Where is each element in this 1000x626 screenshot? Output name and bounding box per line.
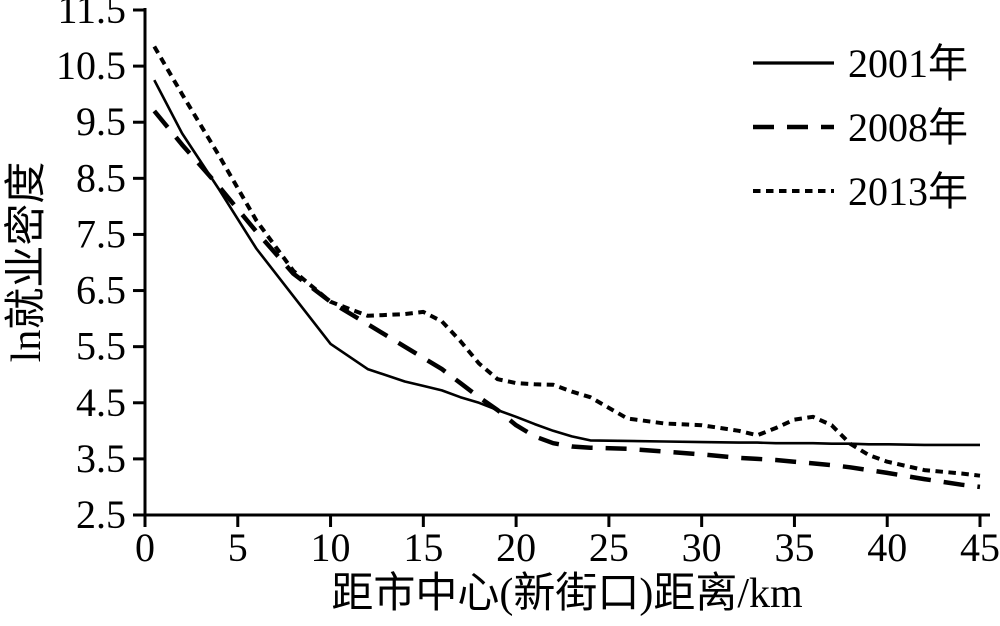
y-tick-label: 4.5 [76, 380, 126, 425]
legend: 2001年 2008年 2013年 [753, 41, 968, 214]
series-line-2013 [152, 45, 981, 478]
x-tick-label: 40 [867, 525, 907, 570]
series-layer [152, 45, 981, 490]
x-tick-label: 5 [228, 525, 248, 570]
series-line-2008 [152, 109, 981, 490]
x-tick-label: 35 [774, 525, 814, 570]
x-tick-label: 20 [496, 525, 536, 570]
y-tick-label: 10.5 [56, 43, 126, 88]
legend-label: 2008年 [848, 105, 968, 150]
legend-label: 2001年 [848, 41, 968, 86]
x-tick-label: 10 [311, 525, 351, 570]
x-tick-label: 15 [403, 525, 443, 570]
x-tick-label: 45 [960, 525, 1000, 570]
y-tick-label: 8.5 [76, 155, 126, 200]
y-tick-label: 9.5 [76, 99, 126, 144]
y-tick-label: 3.5 [76, 436, 126, 481]
legend-item-2008: 2008年 [753, 105, 968, 150]
y-tick-label: 5.5 [76, 324, 126, 369]
y-tick-label: 11.5 [57, 0, 126, 32]
y-tick-label: 7.5 [76, 211, 126, 256]
legend-item-2013: 2013年 [753, 169, 968, 214]
x-axis-title: 距市中心(新街口)距离/km [331, 570, 803, 617]
series-line-2001 [153, 79, 980, 447]
legend-label: 2013年 [848, 169, 968, 214]
y-axis-title: ln就业密度 [3, 162, 50, 363]
y-tick-label: 2.5 [76, 492, 126, 537]
y-tick-label: 6.5 [76, 268, 126, 313]
x-tick-label: 30 [682, 525, 722, 570]
x-tick-label: 0 [135, 525, 155, 570]
legend-item-2001: 2001年 [753, 41, 968, 86]
x-tick-label: 25 [589, 525, 629, 570]
axis-layer: 2.5 3.5 4.5 5.5 6.5 7.5 8.5 9.5 10.5 11.5 0 5 10 15 20… [56, 0, 1000, 570]
